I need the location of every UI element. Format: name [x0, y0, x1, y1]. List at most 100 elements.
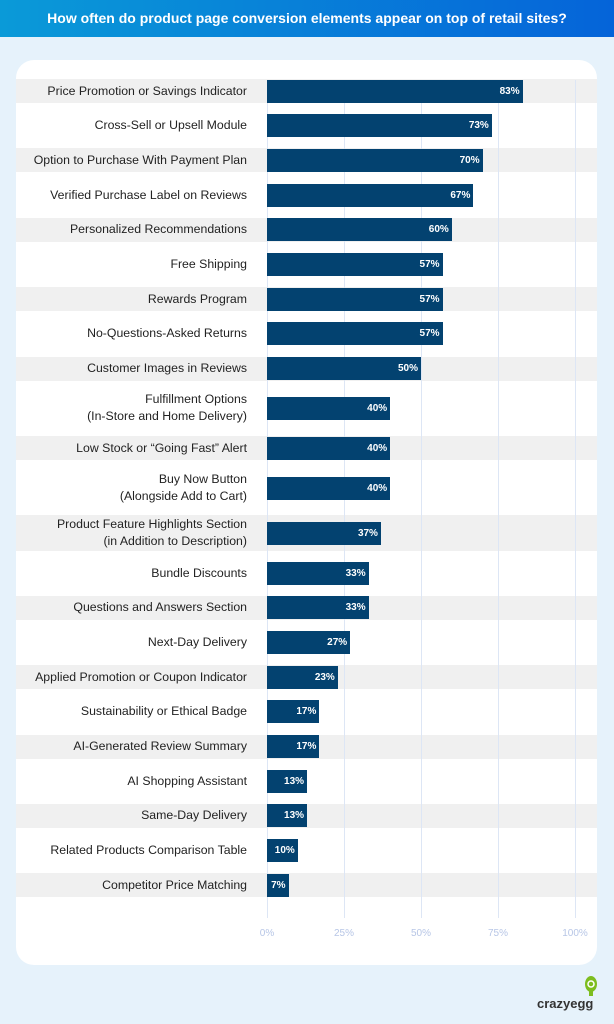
- data-label: 57%: [419, 259, 440, 270]
- category-label-text: Verified Purchase Label on Reviews: [50, 187, 247, 202]
- bar: 13%: [267, 804, 308, 828]
- data-label: 67%: [450, 189, 471, 201]
- category-label-text: Personalized Recommendations: [69, 222, 247, 237]
- bar: 83%: [267, 79, 523, 103]
- category-label: AI-Generated Review Summary: [16, 738, 247, 756]
- category-label: Applied Promotion or Coupon Indicator: [16, 668, 247, 686]
- category-label-text: No-Questions-Asked Returns: [87, 326, 247, 341]
- bar: 60%: [267, 218, 452, 242]
- category-label: No-Questions-Asked Returns: [16, 325, 247, 343]
- data-label: 57%: [419, 293, 440, 305]
- category-label: Questions and Answers Section: [16, 599, 247, 617]
- svg-text:crazyegg: crazyegg: [537, 996, 593, 1011]
- bar: 57%: [267, 322, 443, 346]
- category-label: Fulfillment Options (In-Store and Home De…: [16, 391, 247, 425]
- category-label: Option to Purchase With Payment Plan: [16, 151, 247, 169]
- data-label: 73%: [468, 120, 489, 132]
- category-label-text: Customer Images in Reviews: [87, 361, 247, 376]
- category-label: Buy Now Button (Alongside Add to Cart): [16, 471, 247, 505]
- data-label: 33%: [345, 602, 366, 614]
- data-label: 27%: [327, 636, 348, 648]
- category-label: Verified Purchase Label on Reviews: [16, 186, 247, 204]
- bar: 70%: [267, 148, 483, 172]
- data-label: 7%: [271, 879, 286, 891]
- data-label: 13%: [284, 810, 305, 822]
- category-label: AI Shopping Assistant: [16, 772, 247, 790]
- category-label-text: Price Promotion or Savings Indicator: [47, 83, 247, 98]
- data-label: 83%: [499, 85, 520, 97]
- x-tick-label: 0%: [259, 928, 275, 939]
- bar: 13%: [267, 769, 308, 793]
- bar: 40%: [267, 436, 391, 460]
- category-label-text: Applied Promotion or Coupon Indicator: [35, 669, 247, 684]
- category-label: Product Feature Highlights Section (in Ad…: [16, 516, 247, 550]
- row-stripe: [16, 873, 597, 898]
- category-label: Free Shipping: [16, 256, 247, 274]
- category-label-text: Rewards Program: [147, 291, 247, 306]
- gridline: [498, 80, 499, 918]
- category-label-text: Bundle Discounts: [151, 565, 247, 580]
- chart-title: How often do product page conversion ele…: [0, 0, 614, 37]
- category-label-text: Fulfillment Options (In-Store and Home De…: [87, 392, 247, 424]
- data-label: 17%: [296, 706, 317, 718]
- category-label-text: AI Shopping Assistant: [127, 773, 247, 788]
- data-label: 40%: [367, 442, 388, 454]
- data-label: 50%: [397, 363, 418, 375]
- category-label-text: Cross-Sell or Upsell Module: [94, 118, 247, 133]
- category-label-text: Option to Purchase With Payment Plan: [33, 152, 247, 167]
- data-label: 13%: [284, 775, 305, 787]
- data-label: 33%: [345, 567, 366, 579]
- category-label-text: Low Stock or “Going Fast” Alert: [76, 440, 247, 455]
- bar: 57%: [267, 287, 443, 311]
- x-tick-label: 25%: [333, 928, 355, 939]
- category-label-text: Questions and Answers Section: [73, 600, 247, 615]
- data-label: 17%: [296, 741, 317, 752]
- category-label: Bundle Discounts: [16, 564, 247, 582]
- gridline: [575, 80, 576, 918]
- bar: 33%: [267, 596, 369, 620]
- data-label: 10%: [274, 845, 295, 857]
- category-label-text: Free Shipping: [170, 257, 247, 271]
- bar: 57%: [267, 253, 443, 276]
- category-label-text: Competitor Price Matching: [102, 877, 247, 892]
- category-label-text: Next-Day Delivery: [147, 634, 247, 649]
- category-label: Low Stock or “Going Fast” Alert: [16, 439, 247, 457]
- data-label: 60%: [428, 224, 449, 236]
- data-label: 37%: [357, 527, 378, 539]
- bar: 23%: [267, 665, 338, 689]
- bar: 17%: [267, 700, 320, 724]
- chart-card: Price Promotion or Savings Indicator 83% C…: [16, 60, 597, 965]
- x-tick-label: 100%: [562, 928, 588, 939]
- bar: 73%: [267, 114, 492, 138]
- category-label: Rewards Program: [16, 290, 247, 308]
- bar: 33%: [267, 561, 369, 585]
- category-label-text: Sustainability or Ethical Badge: [80, 704, 247, 719]
- category-label-text: AI-Generated Review Summary: [73, 739, 247, 753]
- bar: 40%: [267, 396, 391, 420]
- data-label: 70%: [459, 154, 480, 166]
- category-label: Next-Day Delivery: [16, 633, 247, 651]
- bar: 17%: [267, 735, 320, 758]
- crazyegg-logo: crazyegg: [537, 975, 599, 1020]
- category-label-text: Related Products Comparison Table: [50, 843, 247, 858]
- category-label-text: Product Feature Highlights Section (in Ad…: [56, 517, 247, 549]
- x-tick-label: 75%: [487, 928, 509, 939]
- bar: 67%: [267, 183, 474, 207]
- category-label: Cross-Sell or Upsell Module: [16, 117, 247, 135]
- category-label: Related Products Comparison Table: [16, 842, 247, 860]
- bar: 37%: [267, 521, 381, 545]
- bar: 10%: [267, 839, 298, 863]
- category-label-text: Buy Now Button (Alongside Add to Cart): [119, 472, 247, 504]
- data-label: 40%: [367, 402, 388, 414]
- x-tick-label: 50%: [410, 928, 432, 939]
- category-label: Same-Day Delivery: [16, 807, 247, 825]
- category-label: Personalized Recommendations: [16, 221, 247, 239]
- category-label: Price Promotion or Savings Indicator: [16, 82, 247, 100]
- bar: 7%: [267, 873, 289, 897]
- data-label: 40%: [367, 482, 388, 494]
- category-label: Sustainability or Ethical Badge: [16, 703, 247, 721]
- bar: 27%: [267, 630, 351, 654]
- bar: 50%: [267, 357, 421, 381]
- bar: 40%: [267, 476, 391, 500]
- data-label: 57%: [419, 328, 440, 340]
